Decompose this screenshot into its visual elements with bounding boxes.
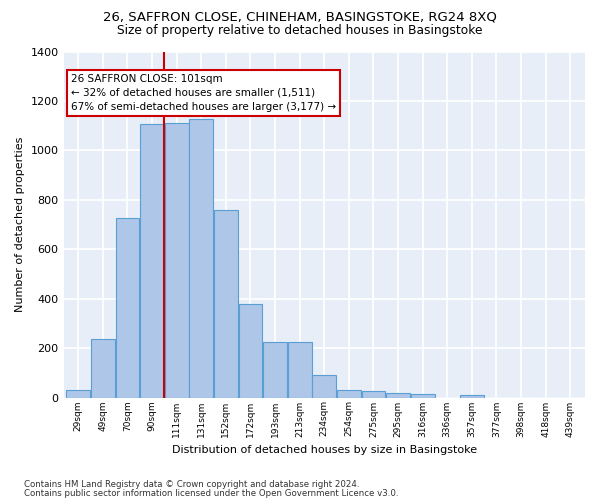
Text: 26, SAFFRON CLOSE, CHINEHAM, BASINGSTOKE, RG24 8XQ: 26, SAFFRON CLOSE, CHINEHAM, BASINGSTOKE… xyxy=(103,11,497,24)
Bar xyxy=(165,123,188,398)
X-axis label: Distribution of detached houses by size in Basingstoke: Distribution of detached houses by size … xyxy=(172,445,477,455)
Bar xyxy=(190,120,213,398)
Bar xyxy=(288,342,311,398)
Text: Contains HM Land Registry data © Crown copyright and database right 2024.: Contains HM Land Registry data © Crown c… xyxy=(24,480,359,489)
Bar xyxy=(239,304,262,398)
Bar xyxy=(337,390,361,398)
Bar xyxy=(91,340,115,398)
Bar xyxy=(67,390,90,398)
Bar xyxy=(460,395,484,398)
Bar xyxy=(386,392,410,398)
Bar xyxy=(411,394,434,398)
Text: Size of property relative to detached houses in Basingstoke: Size of property relative to detached ho… xyxy=(117,24,483,37)
Bar xyxy=(214,210,238,398)
Bar xyxy=(263,342,287,398)
Text: 26 SAFFRON CLOSE: 101sqm
← 32% of detached houses are smaller (1,511)
67% of sem: 26 SAFFRON CLOSE: 101sqm ← 32% of detach… xyxy=(71,74,336,112)
Text: Contains public sector information licensed under the Open Government Licence v3: Contains public sector information licen… xyxy=(24,488,398,498)
Bar xyxy=(140,124,164,398)
Bar xyxy=(313,376,336,398)
Y-axis label: Number of detached properties: Number of detached properties xyxy=(15,137,25,312)
Bar xyxy=(362,392,385,398)
Bar xyxy=(116,218,139,398)
